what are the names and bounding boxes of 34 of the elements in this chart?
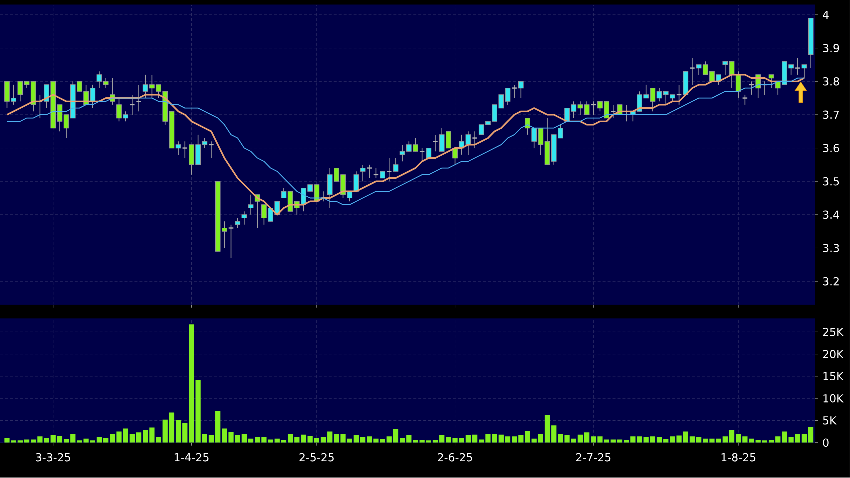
x-tick-label: 1-8-25 — [722, 453, 756, 462]
y-tick-label: 3.6 — [823, 144, 840, 153]
candlestick — [518, 81, 524, 99]
y-tick-label: 3.5 — [823, 178, 840, 186]
candlestick — [360, 164, 366, 182]
y-tick-label: 3.8 — [823, 78, 840, 86]
x-tick-label: 2-7-25 — [576, 453, 611, 462]
y-tick-label: 3.4 — [823, 210, 840, 220]
candlestick — [683, 71, 689, 96]
candlestick — [242, 211, 248, 226]
y-tick-label: 5K — [823, 416, 837, 425]
y-tick-label: 20K — [823, 350, 844, 359]
y-tick-label: 3.2 — [823, 277, 839, 286]
y-tick-label: 3.7 — [823, 110, 840, 120]
x-tick-label: 2-5-25 — [300, 453, 334, 462]
candlestick — [742, 94, 748, 106]
candlestick — [366, 164, 373, 179]
x-tick-label: 1-4-25 — [174, 453, 209, 462]
candlestick — [768, 74, 774, 89]
candlestick — [354, 171, 360, 192]
candlestick — [248, 194, 254, 216]
y-tick-label: 0 — [823, 438, 829, 448]
candlestick — [235, 218, 241, 229]
candlestick — [736, 71, 742, 99]
y-tick-label: 25K — [823, 328, 844, 336]
candlestick — [802, 64, 808, 79]
x-tick-label: 3-3-25 — [36, 453, 70, 462]
y-tick-label: 4 — [823, 11, 829, 20]
y-tick-label: 3.3 — [823, 244, 840, 252]
y-tick-label: 10K — [824, 394, 844, 403]
y-tick-label: 3.9 — [823, 44, 840, 53]
candlestick — [393, 158, 399, 172]
x-tick-label: 2-6-25 — [438, 453, 472, 462]
y-tick-label: 15K — [824, 372, 844, 381]
